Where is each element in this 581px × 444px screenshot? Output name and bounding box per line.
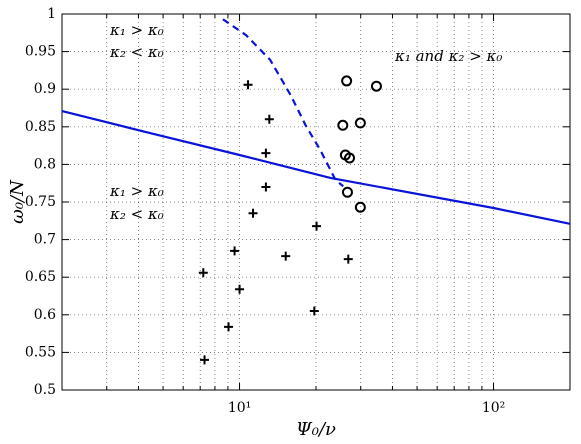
circle-marker: [341, 186, 353, 198]
plus-marker: [230, 246, 240, 256]
plus-marker: [243, 80, 253, 90]
circle-marker: [354, 117, 366, 129]
circle-marker: [337, 119, 349, 131]
plus-marker: [248, 208, 258, 218]
plus-marker: [224, 322, 234, 332]
circle-marker: [354, 201, 366, 213]
y-tick-label: 0.5: [34, 382, 56, 398]
plus-marker: [309, 306, 319, 316]
plus-marker: [200, 355, 210, 365]
plus-marker: [312, 221, 322, 231]
plus-marker: [261, 182, 271, 192]
plus-marker: [281, 251, 291, 261]
y-tick-label: 0.75: [25, 194, 56, 210]
line: [222, 18, 344, 188]
circle-marker: [341, 75, 353, 87]
plus-marker: [264, 114, 274, 124]
x-axis-label: Ψ₀/ν: [296, 419, 336, 440]
annotation: κ₁ > κ₀: [109, 182, 164, 200]
x-tick-label: 10²: [482, 400, 505, 416]
plus-marker: [198, 268, 208, 278]
annotation: κ₂ < κ₀: [109, 43, 164, 61]
y-tick-label: 0.65: [25, 269, 56, 285]
y-tick-label: 0.95: [25, 44, 56, 60]
y-tick-label: 0.7: [34, 232, 56, 248]
y-tick-label: 0.6: [34, 307, 56, 323]
y-tick-label: 0.55: [25, 344, 56, 360]
y-tick-label: 1: [47, 6, 56, 22]
y-tick-label: 0.8: [34, 156, 56, 172]
x-tick-label: 10¹: [228, 400, 251, 416]
plot-frame: [61, 13, 571, 391]
plus-marker: [261, 148, 271, 158]
y-tick-label: 0.9: [34, 81, 56, 97]
line: [61, 109, 571, 225]
plus-marker: [343, 254, 353, 264]
circle-marker: [370, 80, 382, 92]
plus-marker: [235, 284, 245, 294]
circle-marker: [344, 152, 356, 164]
annotation: κ₁ > κ₀: [109, 21, 164, 39]
y-axis-label: ω₀/N: [7, 179, 28, 224]
y-tick-label: 0.85: [25, 119, 56, 135]
annotation: κ₂ < κ₀: [109, 205, 164, 223]
annotation: κ₁ and κ₂ > κ₀: [394, 47, 502, 65]
